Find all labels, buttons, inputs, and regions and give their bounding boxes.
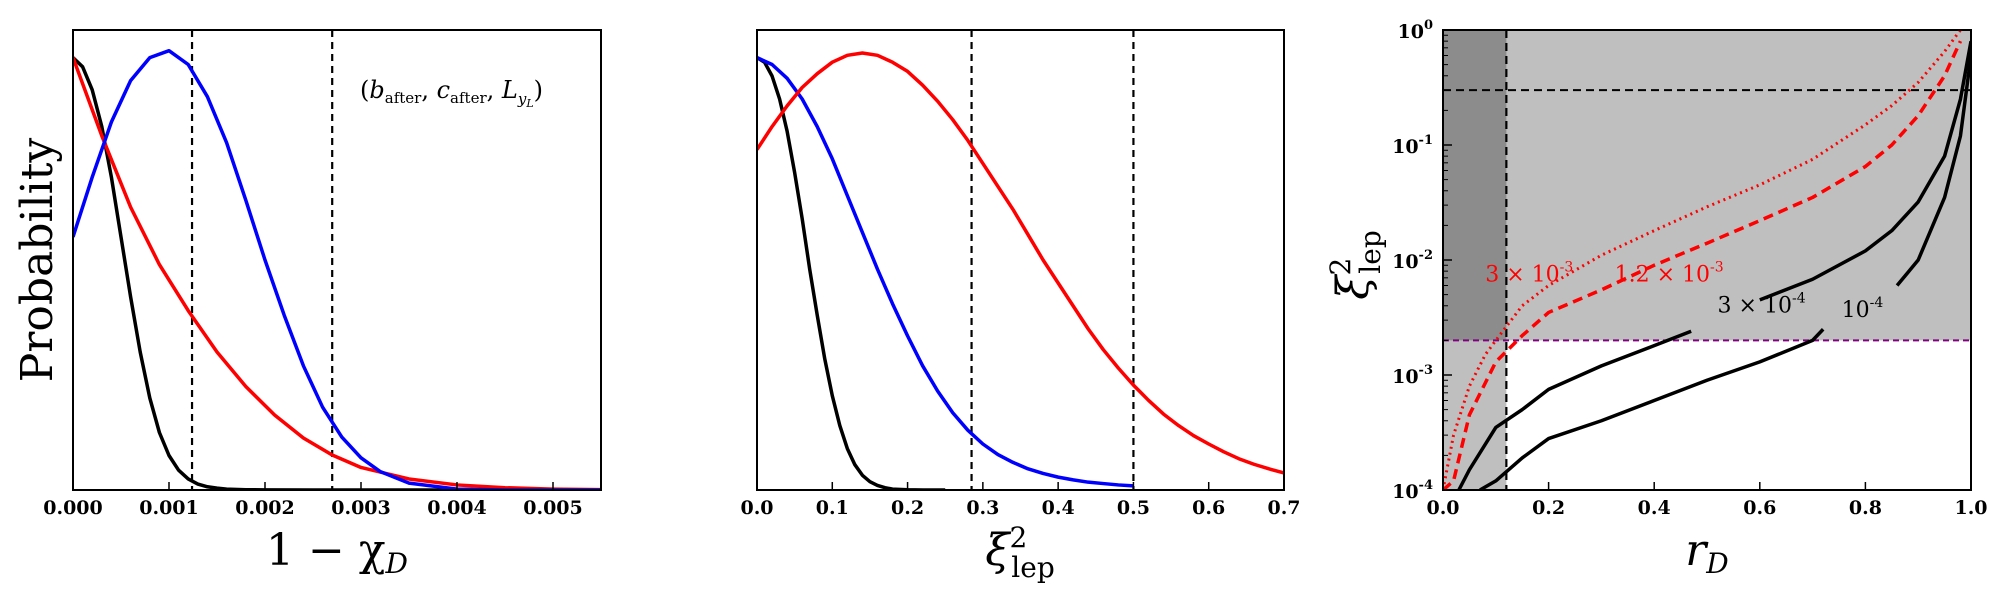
panel2-xtick-label: 0.7 <box>1267 497 1300 519</box>
panel1-xlabel: 1 − χD <box>266 525 408 580</box>
panel2-series-0 <box>757 56 946 490</box>
panel3-ylabel: ξ2lep <box>1324 230 1387 300</box>
panel3-ytick-label: 10-2 <box>1392 248 1433 273</box>
panel3-series-0 <box>1443 30 1962 490</box>
panel1-xtick-label: 0.002 <box>235 497 295 519</box>
panel3-series-3-a <box>1479 328 1825 490</box>
panel3-curve-label-3: 10-4 <box>1842 295 1884 323</box>
panel3-xtick-label: 0.6 <box>1743 497 1776 519</box>
panel1-xtick-label: 0.003 <box>331 497 391 519</box>
panel3-ytick-label: 10-3 <box>1392 363 1433 388</box>
panel1-annotation: (bafter, cafter, LyL) <box>360 76 543 110</box>
panel3-curve-label-2: 3 × 10-4 <box>1718 290 1806 318</box>
panel2-xtick-label: 0.6 <box>1192 497 1225 519</box>
panel1-xtick-label: 0.000 <box>43 497 103 519</box>
panel3-xtick-label: 1.0 <box>1954 497 1987 519</box>
panel3-curve-label-0: 3 × 10-3 <box>1485 260 1573 288</box>
panel3-shade-top <box>1443 30 1971 341</box>
panel2-xtick-label: 0.3 <box>966 497 999 519</box>
panel3-series-3-b <box>1895 55 1971 287</box>
panel2-series-2 <box>757 51 1284 475</box>
panel3-xtick-label: 0.4 <box>1638 497 1671 519</box>
panel3-series-1 <box>1443 40 1963 490</box>
panel2-xtick-label: 0.4 <box>1042 497 1075 519</box>
panel3-xlabel: rD <box>1685 525 1729 580</box>
panel1-series-0 <box>73 56 601 490</box>
panel1-xtick-label: 0.001 <box>139 497 199 519</box>
panel2-xtick-label: 0.2 <box>891 497 924 519</box>
panel3-ytick-label: 10-4 <box>1392 478 1433 503</box>
panel2-frame <box>756 29 1285 491</box>
panel2-xtick-label: 0.1 <box>816 497 849 519</box>
panel2-series-1 <box>757 56 1134 488</box>
panel2-xtick-label: 0.5 <box>1117 497 1150 519</box>
panel1-frame <box>72 29 602 491</box>
panel3-series-2-b <box>1759 40 1971 302</box>
panel1-xtick-label: 0.005 <box>523 497 583 519</box>
panel3-curve-label-1: 1.2 × 10-3 <box>1615 260 1724 288</box>
panel1-series-2 <box>73 48 601 490</box>
panel3-series-2-a <box>1457 329 1692 490</box>
panel3-ytick-label: 100 <box>1398 18 1434 43</box>
panel2-xtick-label: 0.0 <box>740 497 773 519</box>
panel1-series-1 <box>73 56 601 490</box>
panel1-ylabel: Probability <box>12 138 63 383</box>
panel3-shade-dark <box>1443 30 1507 341</box>
panel3-xtick-label: 0.8 <box>1849 497 1882 519</box>
panel2-xlabel: ξ2 lep <box>985 521 1055 584</box>
panel3-xtick-label: 0.2 <box>1532 497 1565 519</box>
panel3-ytick-label: 10-1 <box>1392 133 1433 158</box>
panel1-xtick-label: 0.004 <box>427 497 487 519</box>
panel3-xtick-label: 0.0 <box>1426 497 1459 519</box>
panel3-shade-left <box>1443 340 1507 490</box>
